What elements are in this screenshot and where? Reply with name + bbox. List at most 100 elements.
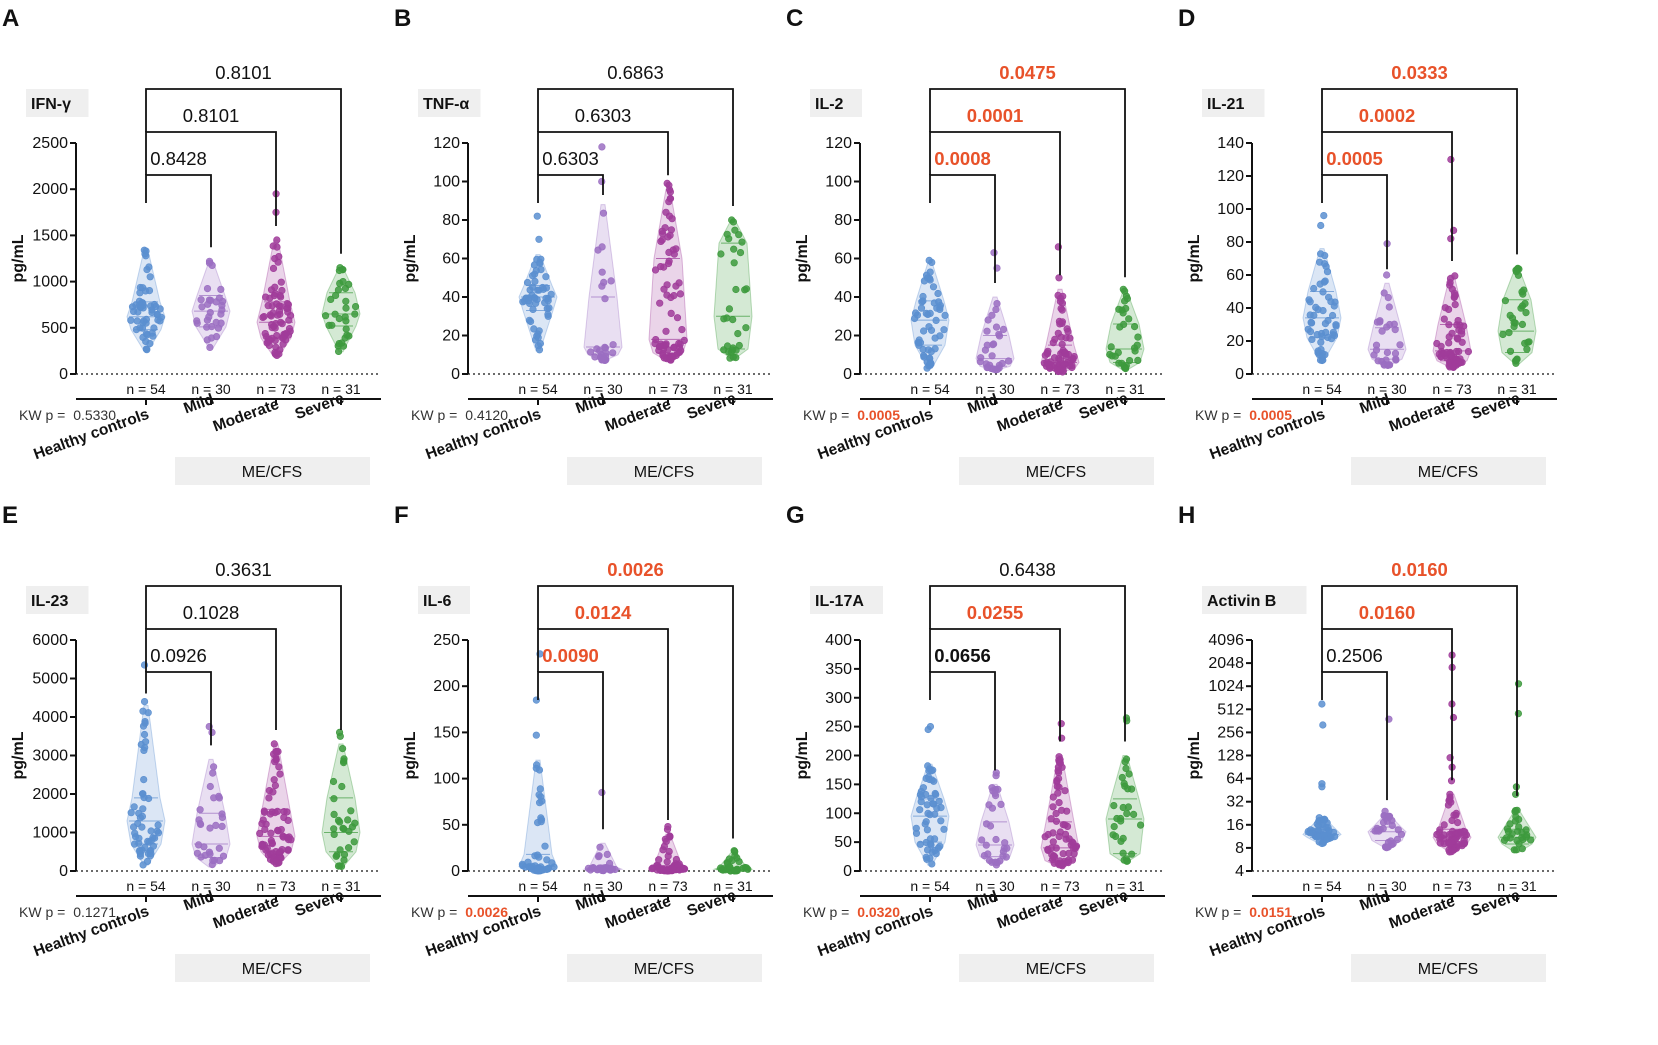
- data-point: [658, 227, 666, 235]
- data-point: [924, 274, 932, 282]
- data-point: [1052, 809, 1060, 818]
- data-point: [1124, 803, 1133, 811]
- group-moderate: [1432, 155, 1473, 372]
- data-point: [1512, 790, 1520, 798]
- data-point: [1391, 326, 1399, 334]
- data-point: [1451, 272, 1459, 280]
- data-point: [1049, 803, 1057, 811]
- y-tick-label: 0: [59, 366, 68, 383]
- data-point: [926, 360, 934, 368]
- data-point: [1375, 827, 1383, 835]
- n-label: n = 31: [321, 381, 361, 397]
- cytokine-label-bg: [26, 586, 89, 614]
- data-point: [1383, 817, 1391, 825]
- n-label: n = 31: [1105, 878, 1145, 894]
- y-tick-label: 1000: [32, 274, 68, 291]
- y-tick-label: 40: [442, 289, 460, 306]
- group-moderate: [647, 823, 689, 875]
- cytokine-label: IL-17A: [815, 593, 864, 610]
- data-point: [1372, 346, 1381, 354]
- data-point: [993, 365, 1001, 374]
- data-point: [146, 852, 154, 860]
- data-point: [916, 840, 924, 848]
- data-point: [541, 842, 549, 850]
- data-point: [136, 847, 144, 855]
- data-point: [260, 313, 268, 321]
- data-point: [273, 807, 282, 816]
- data-point: [523, 278, 532, 287]
- comparison-bracket: [537, 585, 734, 839]
- mecfs-bracket-bg: [175, 954, 370, 982]
- data-point: [917, 793, 926, 801]
- data-point: [593, 866, 601, 874]
- data-point: [665, 181, 673, 189]
- data-point: [1062, 835, 1070, 843]
- data-point: [1320, 278, 1328, 286]
- data-point: [280, 813, 288, 822]
- data-point: [1440, 821, 1448, 829]
- y-tick-label: 2000: [32, 786, 68, 803]
- y-tick-label: 200: [825, 748, 852, 765]
- cytokine-label-bg: [810, 89, 862, 117]
- group-healthy-controls: [126, 661, 166, 869]
- comparison-bracket: [1321, 88, 1518, 255]
- data-point: [336, 846, 344, 854]
- data-point: [1128, 850, 1136, 858]
- cytokine-label: IL-2: [815, 96, 844, 113]
- data-point: [265, 335, 273, 343]
- data-point: [1310, 311, 1318, 320]
- category-label: Mild: [573, 888, 608, 915]
- data-point: [937, 817, 945, 825]
- group-mild: [975, 249, 1015, 374]
- data-point: [673, 349, 682, 357]
- data-point: [1110, 802, 1118, 810]
- data-point: [1447, 155, 1455, 164]
- y-tick-label: 50: [834, 834, 852, 851]
- y-axis-label: pg/mL: [1186, 731, 1203, 779]
- data-point: [1391, 349, 1400, 358]
- data-point: [732, 285, 740, 294]
- cytokine-label-bg: [1202, 586, 1307, 614]
- data-point: [1063, 325, 1071, 333]
- category-label: Severe: [1077, 887, 1131, 920]
- comparison-bracket: [537, 174, 604, 203]
- data-point: [206, 824, 214, 832]
- kw-p-value: KW p = 0.0005: [1195, 407, 1292, 423]
- data-point: [665, 847, 673, 856]
- data-point: [1433, 830, 1441, 839]
- y-tick-label: 32: [1226, 794, 1244, 811]
- kw-value: 0.0151: [1249, 904, 1292, 920]
- data-point: [1315, 814, 1323, 822]
- data-point: [992, 835, 1000, 844]
- n-label: n = 73: [1432, 878, 1472, 894]
- comparison-bracket: [145, 88, 342, 254]
- data-point: [676, 290, 685, 298]
- data-point: [351, 310, 359, 318]
- y-tick-label: 20: [442, 328, 460, 345]
- data-point: [731, 848, 739, 856]
- category-label: Severe: [685, 390, 739, 423]
- data-point: [271, 324, 279, 332]
- data-point: [723, 314, 731, 322]
- data-point: [981, 346, 989, 354]
- y-tick-label: 1024: [1208, 678, 1244, 695]
- data-point: [1061, 787, 1069, 795]
- group-moderate: [1432, 651, 1472, 856]
- data-point: [529, 305, 537, 314]
- data-point: [208, 728, 216, 736]
- group-healthy-controls: [126, 246, 166, 354]
- cytokine-label: Activin B: [1207, 593, 1276, 610]
- data-point: [150, 324, 158, 332]
- data-point: [204, 300, 212, 308]
- data-point: [741, 286, 749, 294]
- data-point: [932, 316, 940, 325]
- n-label: n = 30: [1367, 878, 1407, 894]
- n-label: n = 30: [191, 381, 231, 397]
- data-point: [663, 858, 671, 866]
- category-label: Mild: [181, 391, 216, 418]
- data-point: [609, 349, 617, 357]
- kw-value: 0.5330: [73, 407, 116, 423]
- data-point: [924, 725, 932, 734]
- data-point: [271, 781, 280, 790]
